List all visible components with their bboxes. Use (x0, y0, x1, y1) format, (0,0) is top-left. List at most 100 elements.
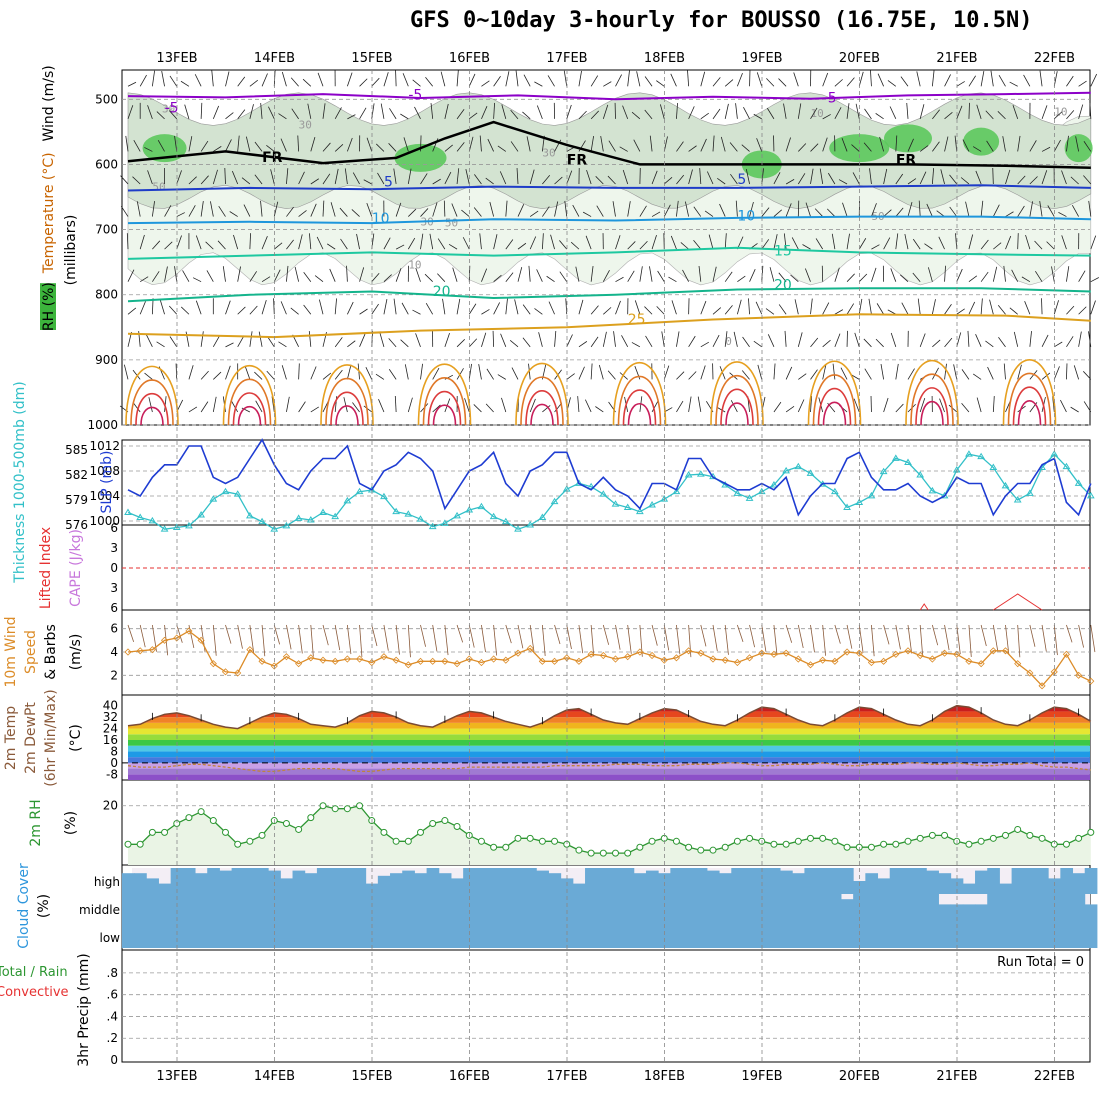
cloud-bar-high (755, 868, 769, 894)
date-label-top: 22FEB (1034, 51, 1075, 66)
upper-wind-barb (682, 269, 689, 282)
upper-wind-barb (749, 269, 756, 282)
upper-wind-barb (602, 269, 610, 282)
date-label-top: 21FEB (936, 51, 977, 66)
upper-wind-barb (904, 234, 909, 250)
upper-wind-barb (986, 140, 994, 152)
upper-wind-barb (1052, 396, 1055, 413)
rh2m-marker (587, 849, 595, 857)
cloud-bar-low (402, 920, 415, 948)
upper-wind-barb (123, 364, 129, 380)
upper-wind-barb (822, 137, 828, 152)
upper-wind-barb (329, 268, 336, 282)
wind-speed-marker (197, 636, 205, 644)
cloud-bar-high (548, 873, 562, 894)
upper-wind-barb (230, 400, 239, 413)
upper-wind-barb (200, 331, 204, 347)
wind-barb (846, 624, 853, 649)
thickness-marker (404, 510, 413, 517)
wind-barb (1078, 624, 1084, 648)
date-label-bottom: 19FEB (741, 1069, 782, 1084)
upper-wind-barb (254, 141, 263, 152)
wind-speed-marker (563, 654, 571, 662)
upper-wind-barb (712, 108, 721, 120)
isotherm-FR (127, 120, 1091, 169)
date-label-top: 20FEB (839, 51, 880, 66)
upper-wind-barb (1023, 74, 1031, 87)
rh2m-marker (782, 840, 790, 848)
wind-barb (554, 624, 561, 645)
cloud-bar-high (341, 868, 354, 894)
upper-wind-barb (363, 405, 372, 413)
cloud-bar-middle (304, 894, 318, 920)
cloud-bar-middle (134, 894, 147, 920)
upper-wind-barb (266, 145, 275, 152)
wind-barb (346, 624, 352, 655)
upper-wind-barb (565, 298, 568, 315)
cloud-bar-middle (329, 894, 342, 920)
upper-wind-barb (456, 298, 461, 315)
rh2m-marker (307, 814, 315, 822)
rh2m-marker (575, 846, 583, 854)
upper-wind-barb (310, 178, 319, 185)
upper-wind-barb (383, 237, 391, 250)
isotherm-warm (1012, 386, 1047, 426)
upper-wind-barb (233, 234, 239, 250)
upper-wind-barb (578, 70, 582, 87)
upper-wind-barb (863, 338, 872, 348)
upper-wind-barb (318, 299, 324, 315)
cloud-bar-middle (572, 894, 586, 920)
upper-wind-barb (249, 104, 254, 119)
upper-wind-barb (1003, 363, 1006, 380)
upper-wind-barb (383, 72, 389, 87)
wind-barb (663, 624, 670, 651)
upper-wind-barb (168, 305, 178, 315)
slp-tick: 1012 (89, 439, 120, 453)
thickness-marker (745, 494, 754, 501)
wind-speed-marker (831, 657, 839, 665)
wind-speed-marker (575, 657, 583, 665)
cloud-bar-low (999, 920, 1013, 948)
slp-ylabel-left: Thickness 1000-500mb (dm) (12, 381, 28, 583)
wind-speed-marker (648, 651, 656, 660)
rh2m-tick: 20 (103, 799, 118, 813)
isotherm-warm (125, 365, 179, 426)
cloud-bar-high (243, 868, 257, 894)
upper-wind-barb (932, 141, 940, 152)
wind-speed-marker (1026, 669, 1034, 677)
upper-wind-barb (858, 71, 864, 87)
upper-wind-barb (136, 201, 141, 217)
isotherm-warm (427, 390, 462, 426)
upper-ytick: 600 (95, 157, 118, 171)
cloud-bar-middle (158, 894, 172, 920)
upper-wind-barb (895, 403, 904, 413)
isotherm-warm (130, 379, 174, 426)
upper-wind-barb (887, 309, 897, 315)
upper-wind-barb (668, 276, 677, 283)
isotherm-label: 20 (774, 278, 792, 294)
isotherm-warm (1007, 372, 1052, 426)
upper-wind-barb (834, 309, 844, 315)
upper-wind-barb (810, 369, 818, 380)
cloud-bar-low (231, 920, 245, 948)
upper-wind-barb (343, 397, 348, 413)
date-label-top: 18FEB (644, 51, 685, 66)
upper-wind-barb (956, 332, 962, 347)
rh2m-marker (356, 802, 364, 810)
upper-wind-barb (615, 235, 621, 250)
upper-wind-barb (900, 76, 909, 87)
cloud-bar-low (182, 920, 196, 948)
upper-wind-barb (791, 237, 799, 250)
wind-barb (615, 624, 621, 650)
wind-speed-marker (502, 656, 510, 664)
upper-wind-barb (195, 300, 202, 315)
cloud-bar-middle (255, 894, 269, 920)
rh2m-marker (197, 808, 205, 816)
upper-wind-barb (379, 332, 385, 347)
upper-wind-barb (474, 174, 482, 185)
wind-barb (968, 624, 972, 657)
cloud-bar-low (780, 920, 793, 948)
upper-wind-barb (334, 107, 342, 120)
wind-barb (505, 624, 512, 644)
upper-wind-barb (901, 302, 909, 315)
